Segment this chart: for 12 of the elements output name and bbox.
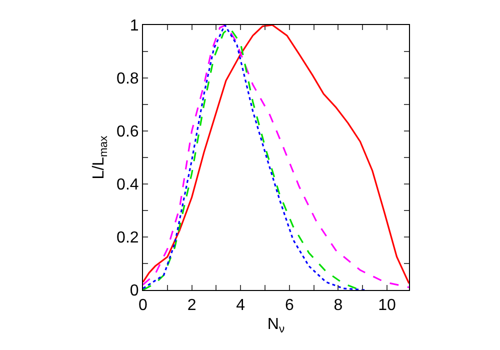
x-axis-title: N$_{ν}$ [267, 316, 285, 336]
x-tick-label: 8 [334, 297, 343, 314]
y-tick-label: 0 [130, 282, 139, 300]
x-tick-label: 10 [378, 297, 396, 314]
y-tick-label: 1 [130, 18, 139, 35]
y-tick-label: 0.2 [116, 230, 139, 247]
y-tick-label: 0.6 [116, 124, 139, 141]
y-tick-label: 0.4 [116, 176, 139, 194]
x-tick-label: 2 [187, 297, 196, 314]
x-tick-label: 4 [236, 297, 246, 314]
x-tick-label: 6 [284, 297, 294, 314]
y-tick-label: 0.8 [116, 70, 139, 88]
